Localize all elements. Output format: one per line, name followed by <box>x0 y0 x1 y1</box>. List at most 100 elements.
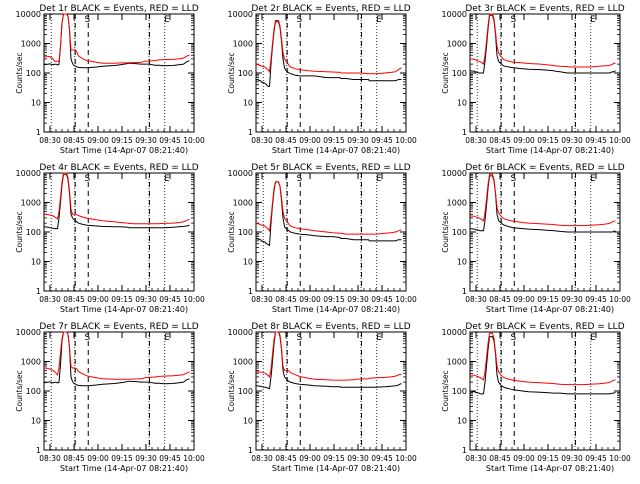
y-axis-label: Counts/sec <box>15 52 24 93</box>
x-axis-label: Start Time (14-Apr-07 08:21:40) <box>60 305 188 314</box>
y-tick-label: 1 <box>462 287 467 296</box>
y-tick-label: 10000 <box>228 328 253 337</box>
x-tick-label: 09:15 <box>111 295 133 304</box>
x-axis-label: Start Time (14-Apr-07 08:21:40) <box>272 146 400 155</box>
x-tick-label: 09:45 <box>585 295 607 304</box>
plot-frame <box>255 172 407 292</box>
y-tick-label: 10000 <box>16 328 41 337</box>
x-tick-label: 09:00 <box>87 136 109 145</box>
x-tick-label: 08:45 <box>275 454 297 463</box>
y-tick-label: 1000 <box>447 199 467 208</box>
lld-series-line <box>469 332 616 386</box>
y-tick-label: 1 <box>36 287 41 296</box>
y-tick-label: 10000 <box>442 328 467 337</box>
x-axis-label: Start Time (14-Apr-07 08:21:40) <box>486 464 614 473</box>
panel-title: Det 7r BLACK = Events, RED = LLD <box>39 322 198 332</box>
x-tick-label: 09:30 <box>347 136 369 145</box>
y-tick-label: 100 <box>452 69 467 78</box>
x-tick-label: 10:00 <box>395 454 417 463</box>
y-tick-label: 1000 <box>233 199 253 208</box>
x-tick-label: 10:00 <box>395 295 417 304</box>
plot-frame <box>43 172 195 292</box>
x-tick-label: 09:30 <box>135 136 157 145</box>
lld-series-line <box>255 20 402 75</box>
panel-1: Det 1r BLACK = Events, RED = LLD 1 10 100 10… <box>15 4 205 155</box>
panel-title: Det 3r BLACK = Events, RED = LLD <box>465 4 624 14</box>
x-tick-label: 09:45 <box>371 136 393 145</box>
y-tick-label: 10000 <box>442 169 467 178</box>
y-axis-label: Counts/sec <box>15 211 24 252</box>
x-tick-label: 09:30 <box>347 295 369 304</box>
panel-8: Det 8r BLACK = Events, RED = LLD 1 10 100 10… <box>227 322 417 473</box>
end-marker: E <box>164 15 170 25</box>
plot-frame <box>43 13 195 133</box>
x-tick-label: 09:45 <box>371 454 393 463</box>
x-tick-label: 09:45 <box>585 454 607 463</box>
panel-title: Det 8r BLACK = Events, RED = LLD <box>251 322 410 332</box>
end-marker: E <box>590 174 596 184</box>
x-tick-label: 09:45 <box>159 454 181 463</box>
start-marker: S <box>297 174 303 184</box>
x-tick-label: 09:30 <box>561 295 583 304</box>
x-tick-label: 09:30 <box>347 454 369 463</box>
y-tick-label: 10000 <box>16 169 41 178</box>
x-tick-label: 09:15 <box>323 295 345 304</box>
end-marker: E <box>590 333 596 343</box>
x-axis-label: Start Time (14-Apr-07 08:21:40) <box>60 464 188 473</box>
start-marker: S <box>297 333 303 343</box>
lld-series-line <box>43 13 190 64</box>
x-tick-label: 08:45 <box>63 454 85 463</box>
x-tick-label: 08:30 <box>39 136 61 145</box>
y-tick-label: 10000 <box>228 10 253 19</box>
events-series-line <box>43 13 190 69</box>
y-tick-label: 100 <box>26 69 41 78</box>
y-axis-label: Counts/sec <box>227 370 236 411</box>
x-tick-label: 09:15 <box>537 454 559 463</box>
end-marker: E <box>164 333 170 343</box>
y-tick-label: 1 <box>248 446 253 455</box>
y-tick-label: 1000 <box>447 358 467 367</box>
panel-2: Det 2r BLACK = Events, RED = LLD 1 10 100 10… <box>227 4 417 155</box>
x-tick-label: 09:00 <box>87 295 109 304</box>
start-marker: S <box>511 333 517 343</box>
y-axis-label: Counts/sec <box>227 211 236 252</box>
y-tick-label: 100 <box>238 69 253 78</box>
y-tick-label: 1000 <box>21 40 41 49</box>
y-tick-label: 1000 <box>21 358 41 367</box>
events-series-line <box>255 21 402 87</box>
y-tick-label: 1 <box>248 128 253 137</box>
x-axis-label: Start Time (14-Apr-07 08:21:40) <box>486 146 614 155</box>
x-tick-label: 08:30 <box>465 454 487 463</box>
x-tick-label: 08:30 <box>465 136 487 145</box>
y-tick-label: 10 <box>243 417 253 426</box>
x-axis-label: Start Time (14-Apr-07 08:21:40) <box>486 305 614 314</box>
x-axis-label: Start Time (14-Apr-07 08:21:40) <box>60 146 188 155</box>
end-marker: E <box>376 15 382 25</box>
panel-title: Det 2r BLACK = Events, RED = LLD <box>251 4 410 14</box>
x-tick-label: 09:00 <box>513 454 535 463</box>
y-tick-label: 1 <box>248 287 253 296</box>
lld-series-line <box>469 173 616 227</box>
y-axis-label: Counts/sec <box>441 370 450 411</box>
y-tick-label: 10000 <box>442 10 467 19</box>
y-tick-label: 10 <box>31 417 41 426</box>
end-marker: E <box>164 174 170 184</box>
x-axis-label: Start Time (14-Apr-07 08:21:40) <box>272 305 400 314</box>
y-tick-label: 10 <box>243 99 253 108</box>
x-tick-label: 09:15 <box>537 136 559 145</box>
start-marker: S <box>85 174 91 184</box>
y-axis-label: Counts/sec <box>441 211 450 252</box>
lld-series-line <box>255 181 402 235</box>
events-series-line <box>43 173 190 230</box>
x-tick-label: 08:45 <box>63 295 85 304</box>
x-tick-label: 09:00 <box>513 136 535 145</box>
x-tick-label: 09:30 <box>135 454 157 463</box>
x-tick-label: 09:30 <box>135 295 157 304</box>
x-tick-label: 08:45 <box>275 136 297 145</box>
x-tick-label: 10:00 <box>183 136 205 145</box>
y-tick-label: 10 <box>457 258 467 267</box>
start-marker: S <box>297 15 303 25</box>
y-tick-label: 1 <box>36 128 41 137</box>
end-marker: E <box>590 15 596 25</box>
